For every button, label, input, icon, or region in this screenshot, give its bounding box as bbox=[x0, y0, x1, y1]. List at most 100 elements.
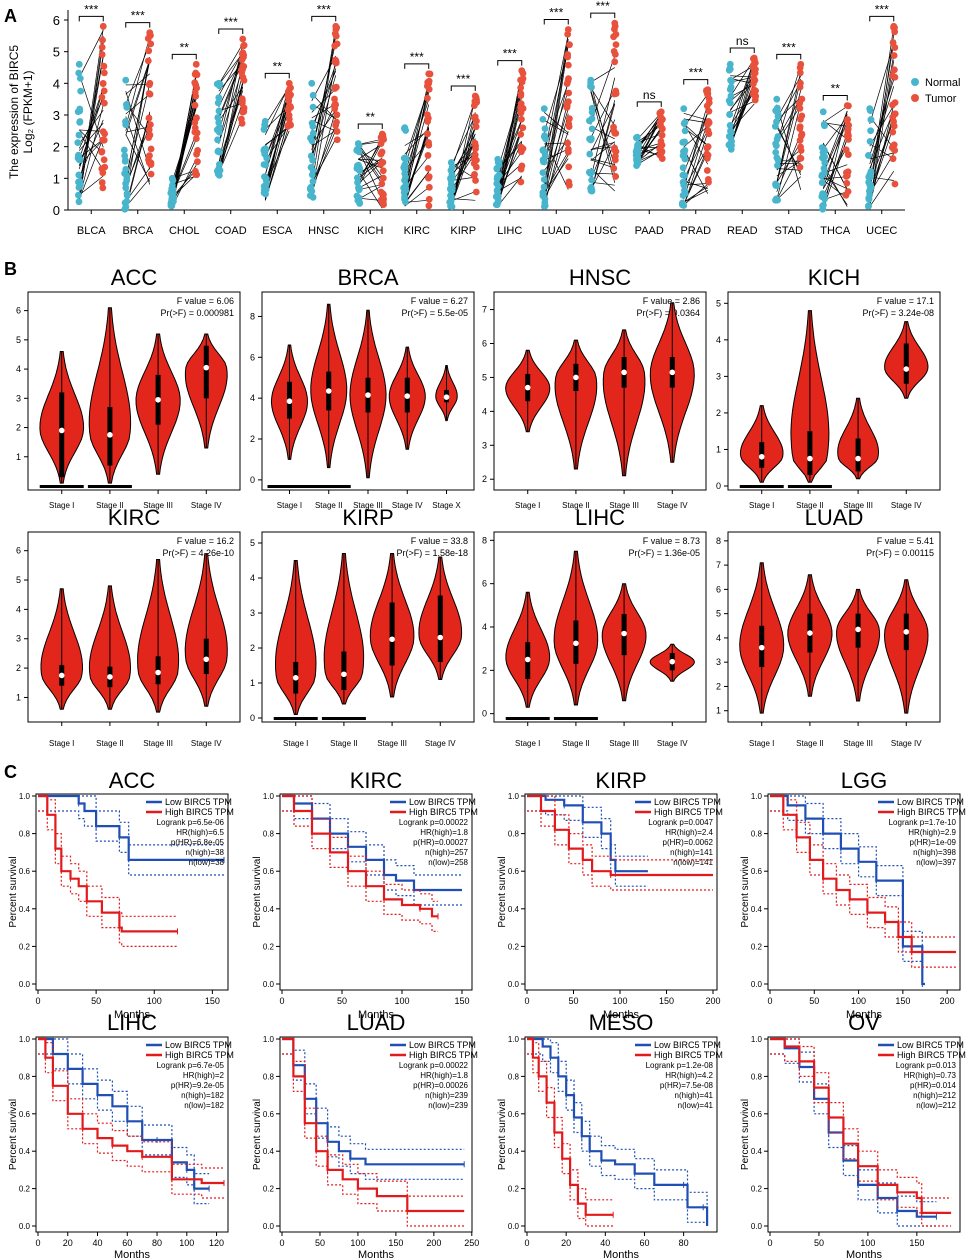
survival-stat: n(low)=41 bbox=[678, 1101, 714, 1110]
x-tick-label: 0 bbox=[279, 1238, 284, 1248]
x-tick-label: 60 bbox=[122, 1238, 132, 1248]
x-axis-label: Months bbox=[846, 1249, 883, 1260]
violin-median bbox=[292, 674, 299, 681]
normal-point bbox=[679, 171, 687, 179]
pair-line bbox=[683, 129, 709, 180]
pair-line bbox=[357, 141, 383, 188]
normal-point bbox=[867, 183, 875, 191]
tumor-point bbox=[192, 171, 200, 178]
tumor-point bbox=[330, 102, 338, 110]
x-tick-label: THCA bbox=[820, 225, 851, 237]
normal-point bbox=[634, 154, 642, 162]
violin-median bbox=[669, 658, 676, 665]
normal-point bbox=[169, 189, 177, 197]
tumor-point bbox=[145, 134, 153, 141]
tumor-point bbox=[238, 66, 245, 74]
tumor-point bbox=[379, 167, 387, 175]
normal-point bbox=[727, 127, 734, 135]
normal-point bbox=[76, 74, 84, 82]
pair-line bbox=[590, 100, 616, 193]
pair-line bbox=[125, 73, 150, 95]
tumor-point bbox=[517, 109, 525, 117]
normal-point bbox=[77, 87, 85, 95]
zero-value-bar bbox=[273, 717, 318, 720]
survival-stat: HR(high)=0.73 bbox=[904, 1071, 957, 1080]
y-tick-label: 1.0 bbox=[263, 792, 275, 801]
violin-panel-lihc: LIHC F value = 8.73 Pr(>F) = 1.36e-05 0 2 4 6 8… bbox=[482, 505, 707, 748]
significance-bracket bbox=[683, 79, 709, 85]
normal-point bbox=[539, 169, 547, 177]
x-tick-label: 50 bbox=[809, 996, 819, 1006]
x-tick-label: 100 bbox=[394, 996, 409, 1006]
violin-iqr-box bbox=[807, 431, 813, 476]
x-tick-label: Stage II bbox=[96, 739, 124, 748]
tumor-point bbox=[331, 42, 339, 50]
violin-median bbox=[807, 455, 813, 462]
tumor-point bbox=[144, 57, 152, 65]
tumor-point-max bbox=[332, 22, 340, 30]
significance-bracket bbox=[450, 85, 476, 91]
x-tick-label: Stage II bbox=[796, 739, 824, 748]
high-ci-lower bbox=[38, 1053, 224, 1199]
x-axis-label: Months bbox=[603, 1009, 640, 1021]
tumor-point bbox=[193, 84, 201, 92]
y-tick-label: 0.8 bbox=[19, 1072, 31, 1081]
pair-line bbox=[78, 98, 104, 149]
tumor-point-max bbox=[890, 22, 898, 30]
x-axis-label: Months bbox=[114, 1249, 151, 1260]
normal-point bbox=[214, 136, 222, 144]
plot-frame bbox=[279, 1036, 473, 1233]
violin-median bbox=[903, 366, 910, 372]
pair-line bbox=[357, 170, 383, 209]
x-tick-label: 100 bbox=[350, 1238, 365, 1248]
y-tick-label: 0.2 bbox=[751, 1185, 763, 1194]
pair-line bbox=[590, 143, 616, 191]
tumor-point bbox=[658, 124, 666, 132]
survival-panel-ov: OV 0.0 0.2 0.4 0.6 0.8 1.0 Percent survival 0 50 1… bbox=[740, 1010, 966, 1260]
pair-line bbox=[404, 171, 430, 204]
pair-line bbox=[125, 43, 151, 105]
survival-stat: Logrank p=6.5e-06 bbox=[157, 818, 225, 827]
tumor-point bbox=[844, 188, 852, 195]
y-tick-label: 6 bbox=[16, 546, 21, 556]
tumor-point bbox=[424, 130, 431, 138]
y-tick-label: 0.6 bbox=[751, 867, 763, 876]
pair-line bbox=[404, 83, 430, 203]
pair-line bbox=[590, 141, 615, 150]
survival-stat: n(low)=182 bbox=[184, 1101, 224, 1110]
pair-line bbox=[358, 143, 383, 160]
y-tick-label: 6 bbox=[16, 306, 21, 316]
y-tick-label: 8 bbox=[250, 311, 255, 321]
normal-point bbox=[588, 108, 596, 116]
low-ci-upper bbox=[282, 1038, 465, 1150]
tumor-point-max bbox=[843, 102, 851, 109]
pair-line bbox=[404, 92, 430, 189]
panel-title: LUAD bbox=[347, 1010, 406, 1035]
normal-point bbox=[121, 152, 129, 160]
tumor-point-max bbox=[797, 60, 805, 68]
tumor-point bbox=[99, 128, 107, 135]
category-prad: *** PRAD bbox=[678, 66, 713, 237]
tumor-point bbox=[284, 93, 292, 100]
y-tick-label: 1 bbox=[16, 692, 21, 702]
tumor-point-max bbox=[285, 79, 293, 87]
tumor-point bbox=[704, 143, 712, 151]
x-tick-label: Stage IV bbox=[891, 739, 922, 748]
violin-panel-brca: BRCA F value = 6.27 Pr(>F) = 5.5e-05 0 2 4 6 8 S… bbox=[250, 265, 475, 510]
normal-point bbox=[309, 103, 317, 111]
normal-point bbox=[772, 142, 780, 150]
tumor-point bbox=[98, 43, 106, 51]
tumor-point bbox=[333, 128, 341, 135]
pair-line bbox=[78, 30, 104, 78]
pair-line bbox=[497, 127, 523, 204]
survival-stat: p(HR)=0.014 bbox=[910, 1081, 957, 1090]
x-tick-label: Stage I bbox=[49, 501, 74, 510]
tumor-point bbox=[331, 85, 339, 92]
y-tick-label: 0.6 bbox=[19, 867, 31, 876]
panel-title: LIHC bbox=[107, 1010, 157, 1035]
tumor-point bbox=[891, 28, 899, 36]
significance-label: *** bbox=[596, 0, 610, 13]
legend-high-label: High BIRC5 TPM bbox=[165, 807, 234, 817]
violin-median bbox=[107, 432, 113, 438]
y-tick-label: 0.6 bbox=[508, 867, 520, 876]
